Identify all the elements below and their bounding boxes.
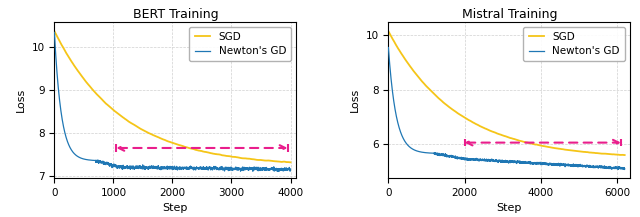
Line: SGD: SGD (54, 31, 291, 162)
SGD (97, 97, 105, 100)
Y-axis label: Loss: Loss (16, 88, 26, 112)
Newton's GD (273, 170, 281, 173)
SGD (575, 150, 582, 153)
SGD (605, 153, 613, 155)
Newton's GD (544, 163, 552, 165)
X-axis label: Step: Step (163, 203, 188, 213)
Line: Newton's GD: Newton's GD (388, 48, 625, 169)
Line: SGD: SGD (388, 31, 625, 155)
SGD (211, 153, 219, 155)
Line: Newton's GD: Newton's GD (54, 32, 291, 171)
SGD (621, 154, 628, 156)
Newton's GD (151, 165, 159, 168)
Newton's GD (621, 167, 628, 170)
Legend: SGD, Newton's GD: SGD, Newton's GD (189, 27, 291, 61)
Newton's GD (84, 158, 92, 161)
Newton's GD (211, 166, 219, 169)
Newton's GD (575, 164, 582, 167)
Newton's GD (170, 168, 177, 170)
SGD (548, 146, 556, 149)
SGD (410, 71, 418, 73)
Title: BERT Training: BERT Training (132, 8, 218, 21)
SGD (385, 30, 392, 33)
Newton's GD (385, 46, 392, 49)
Newton's GD (621, 168, 628, 171)
SGD (154, 136, 161, 138)
Legend: SGD, Newton's GD: SGD, Newton's GD (524, 27, 625, 61)
SGD (620, 154, 628, 156)
SGD (544, 146, 552, 148)
SGD (170, 142, 177, 144)
Newton's GD (51, 31, 58, 34)
Newton's GD (97, 161, 105, 164)
Newton's GD (605, 166, 613, 168)
Y-axis label: Loss: Loss (350, 88, 360, 112)
SGD (287, 161, 294, 164)
X-axis label: Step: Step (497, 203, 522, 213)
Title: Mistral Training: Mistral Training (461, 8, 557, 21)
Newton's GD (548, 164, 556, 166)
SGD (84, 82, 92, 85)
Newton's GD (511, 160, 519, 163)
SGD (287, 161, 294, 164)
SGD (511, 138, 519, 141)
Newton's GD (287, 168, 294, 170)
Newton's GD (154, 166, 161, 169)
SGD (51, 30, 58, 32)
Newton's GD (410, 149, 418, 151)
SGD (151, 135, 159, 137)
